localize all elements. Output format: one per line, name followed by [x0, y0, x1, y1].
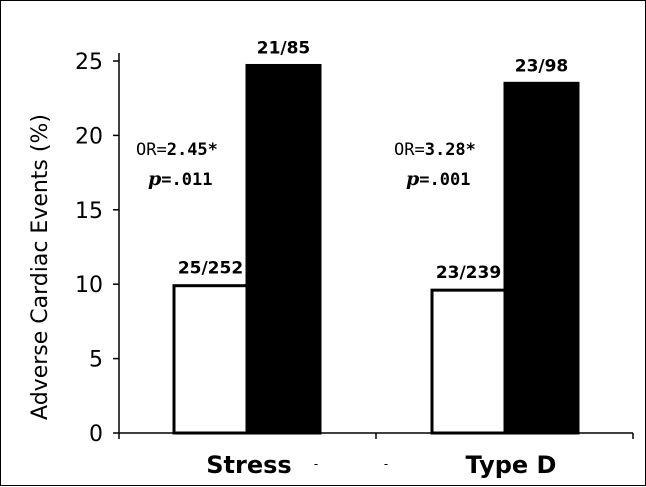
data-label: 21/85 — [257, 38, 311, 58]
y-axis-label: Adverse Cardiac Events (%) — [28, 114, 53, 420]
p-value-label: p=.011 — [148, 168, 212, 190]
bars — [172, 63, 580, 435]
p-value-label: p=.001 — [406, 168, 470, 190]
data-label: 23/98 — [515, 56, 569, 76]
category-mark: - — [384, 457, 388, 471]
category-label: Stress — [206, 451, 291, 479]
y-tick-label: 25 — [75, 50, 103, 75]
odds-ratio-label: OR=2.45* — [136, 140, 218, 160]
labels: Stress Type D - - 25/252 23/239 21/85 23/98 OR=2… — [136, 38, 568, 479]
bar-white — [172, 284, 249, 435]
odds-ratio-label: OR=3.28* — [394, 140, 476, 160]
y-tick-label: 20 — [75, 124, 103, 149]
bar-black — [245, 63, 322, 435]
bar-white — [430, 288, 507, 435]
data-label: 25/252 — [178, 259, 243, 279]
y-tick-label: 0 — [89, 422, 103, 447]
data-label: 23/239 — [436, 263, 501, 283]
y-tick-label: 15 — [75, 199, 103, 224]
category-mark: - — [314, 457, 318, 471]
bar-black — [503, 81, 580, 435]
axes: 0 5 10 15 20 25 Adverse Cardiac Events (%) — [28, 50, 634, 447]
y-tick-label: 10 — [75, 273, 103, 298]
y-tick-label: 5 — [89, 348, 103, 373]
category-label: Type D — [466, 451, 557, 479]
